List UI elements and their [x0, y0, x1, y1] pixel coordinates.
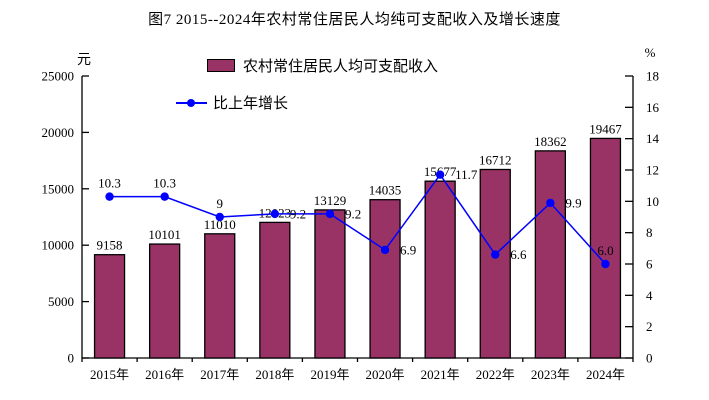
bar-value-label: 14035 [369, 183, 402, 198]
line-marker [325, 209, 335, 219]
x-axis-label: 2022年 [476, 367, 515, 382]
growth-value-label: 6.6 [510, 247, 527, 262]
bar-value-label: 13129 [314, 193, 347, 208]
income-bar [93, 254, 126, 359]
income-bar [534, 150, 566, 359]
right-axis-tick-label: 12 [646, 163, 659, 178]
left-axis-tick-label: 15000 [42, 181, 75, 196]
right-axis-tick-label: 6 [646, 257, 653, 272]
x-axis-label: 2021年 [421, 367, 460, 382]
line-marker [105, 192, 114, 201]
bar-value-label: 18362 [534, 134, 567, 149]
growth-value-label: 10.3 [98, 176, 121, 191]
right-axis-tick-label: 2 [646, 319, 653, 334]
growth-value-label: 11.7 [455, 167, 478, 182]
line-marker [215, 212, 224, 222]
right-axis-tick-label: 8 [646, 225, 653, 240]
bar-value-label: 11010 [204, 217, 236, 232]
legend-item-income: 农村常住居民人均可支配收入 [207, 55, 438, 76]
growth-value-label: 10.3 [153, 176, 176, 191]
bar-value-label: 9158 [97, 238, 123, 253]
income-bar [424, 180, 456, 359]
left-axis-unit-label: 元 [77, 53, 91, 68]
right-axis-tick-label: 4 [646, 288, 653, 303]
growth-value-label: 6.0 [597, 243, 613, 258]
x-axis-label: 2019年 [310, 367, 349, 382]
x-axis-label: 2017年 [200, 367, 239, 382]
left-axis-tick-label: 0 [68, 351, 75, 366]
left-axis-tick-label: 25000 [42, 69, 75, 84]
legend-line-label: 比上年增长 [213, 96, 289, 112]
x-axis-label: 2024年 [586, 367, 625, 382]
line-marker [435, 170, 445, 179]
income-bar [259, 221, 291, 359]
growth-value-label: 6.9 [400, 242, 416, 257]
x-axis-label: 2023年 [531, 367, 570, 382]
line-marker [546, 198, 555, 208]
right-axis-tick-label: 14 [646, 131, 660, 146]
line-marker [160, 192, 169, 201]
left-axis-tick-label: 10000 [42, 238, 75, 253]
legend-bar-swatch-icon [207, 59, 235, 72]
bar-value-label: 10101 [148, 227, 181, 242]
legend-bar-label: 农村常住居民人均可支配收入 [243, 59, 439, 75]
growth-value-label: 9.9 [565, 195, 581, 210]
line-marker [380, 245, 390, 255]
right-axis-unit-label: % [645, 45, 656, 60]
legend-item-growth: 比上年增长 [176, 92, 288, 113]
chart-title: 图7 2015--2024年农村常住居民人均纯可支配收入及增长速度 [148, 12, 561, 28]
x-axis-label: 2020年 [366, 367, 405, 382]
right-axis-tick-label: 18 [646, 69, 659, 84]
growth-value-label: 9.2 [290, 206, 306, 221]
left-axis-tick-label: 20000 [42, 125, 75, 140]
right-axis-tick-label: 0 [646, 351, 653, 366]
right-axis-tick-label: 10 [646, 194, 659, 209]
bar-value-label: 19467 [589, 121, 622, 136]
line-marker [270, 209, 280, 219]
line-marker [601, 259, 610, 269]
income-bar [314, 209, 346, 359]
x-axis-label: 2018年 [255, 367, 294, 382]
left-axis-tick-label: 5000 [48, 294, 74, 309]
x-axis-label: 2016年 [145, 367, 184, 382]
income-bar [204, 233, 236, 359]
income-bar [369, 199, 401, 359]
legend-line-swatch-icon [176, 96, 207, 110]
income-bar [148, 243, 181, 359]
growth-line [109, 173, 607, 265]
income-bar [479, 168, 511, 359]
bar-value-label: 16712 [479, 152, 512, 167]
line-marker [491, 250, 500, 259]
growth-value-label: 9 [217, 196, 224, 211]
growth-value-label: 9.2 [345, 206, 361, 221]
x-axis-label: 2015年 [90, 367, 129, 382]
right-axis-tick-label: 16 [646, 100, 660, 115]
